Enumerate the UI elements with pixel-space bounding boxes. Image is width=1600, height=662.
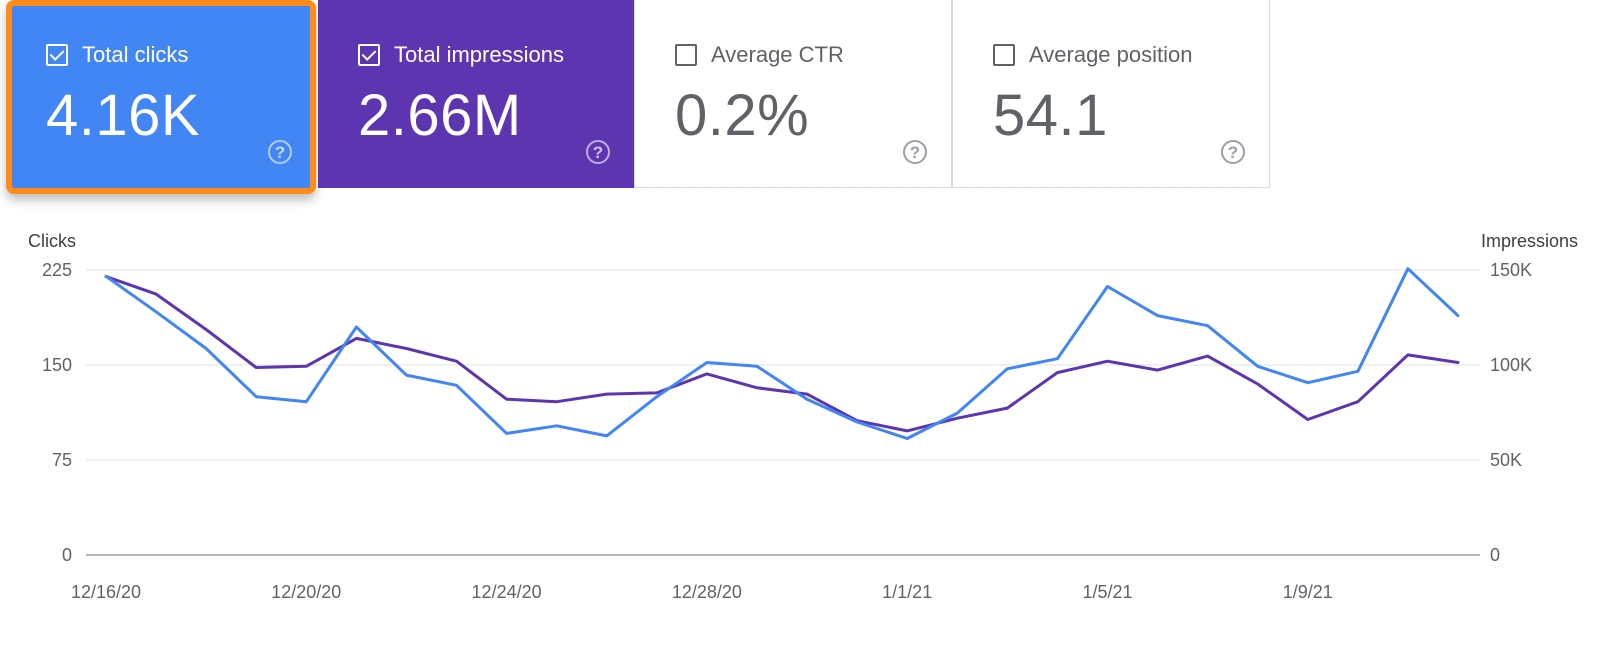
clicks-series-line [104, 267, 1460, 440]
average-ctr-value: 0.2% [675, 83, 810, 148]
average-position-label: Average position [1029, 42, 1193, 67]
average-position-value: 54.1 [993, 83, 1108, 148]
total-clicks-checkbox[interactable] [46, 44, 68, 66]
right-tick-label: 100K [1490, 355, 1532, 375]
grid-lines [86, 269, 1480, 556]
average-ctr-header[interactable]: Average CTR [675, 42, 844, 68]
metric-cards: Total clicks 4.16K ? Total impressions 2… [0, 0, 1272, 194]
left-tick-label: 0 [62, 545, 72, 565]
total-impressions-label: Total impressions [394, 42, 564, 67]
x-tick-label: 1/1/21 [882, 582, 932, 602]
average-ctr-checkbox[interactable] [675, 44, 697, 66]
series-lines [104, 267, 1460, 440]
x-tick-label: 12/20/20 [271, 582, 341, 602]
x-tick-label: 12/28/20 [672, 582, 742, 602]
left-axis-ticks: 0 75 150 225 [42, 260, 72, 565]
left-tick-label: 150 [42, 355, 72, 375]
impressions-series-line [104, 275, 1460, 433]
total-clicks-label: Total clicks [82, 42, 189, 67]
average-position-checkbox[interactable] [993, 44, 1015, 66]
total-impressions-card[interactable]: Total impressions 2.66M ? [318, 0, 634, 188]
x-tick-label: 1/5/21 [1082, 582, 1132, 602]
right-tick-label: 0 [1490, 545, 1500, 565]
question-circle-icon[interactable]: ? [903, 140, 927, 164]
total-clicks-value: 4.16K [46, 83, 201, 148]
left-tick-label: 75 [52, 450, 72, 470]
total-clicks-card[interactable]: Total clicks 4.16K ? [6, 0, 316, 194]
average-position-header[interactable]: Average position [993, 42, 1193, 68]
question-circle-icon[interactable]: ? [586, 140, 610, 164]
performance-chart: Clicks Impressions 0 75 150 225 0 50K 100K 150… [28, 231, 1578, 602]
average-ctr-label: Average CTR [711, 42, 844, 67]
left-tick-label: 225 [42, 260, 72, 280]
x-tick-label: 1/9/21 [1283, 582, 1333, 602]
total-impressions-value: 2.66M [358, 83, 522, 148]
average-ctr-card[interactable]: Average CTR 0.2% ? [634, 0, 952, 188]
right-tick-label: 50K [1490, 450, 1522, 470]
x-axis-ticks: 12/16/20 12/20/20 12/24/20 12/28/20 1/1/21 1/… [71, 582, 1333, 602]
left-axis-title: Clicks [28, 231, 76, 251]
total-impressions-header[interactable]: Total impressions [358, 42, 564, 68]
total-impressions-checkbox[interactable] [358, 44, 380, 66]
question-circle-icon[interactable]: ? [1221, 140, 1245, 164]
x-tick-label: 12/16/20 [71, 582, 141, 602]
x-tick-label: 12/24/20 [472, 582, 542, 602]
right-axis-ticks: 0 50K 100K 150K [1490, 260, 1532, 565]
average-position-card[interactable]: Average position 54.1 ? [952, 0, 1270, 188]
question-circle-icon[interactable]: ? [268, 140, 292, 164]
right-tick-label: 150K [1490, 260, 1532, 280]
total-clicks-header[interactable]: Total clicks [46, 42, 188, 68]
right-axis-title: Impressions [1481, 231, 1578, 251]
